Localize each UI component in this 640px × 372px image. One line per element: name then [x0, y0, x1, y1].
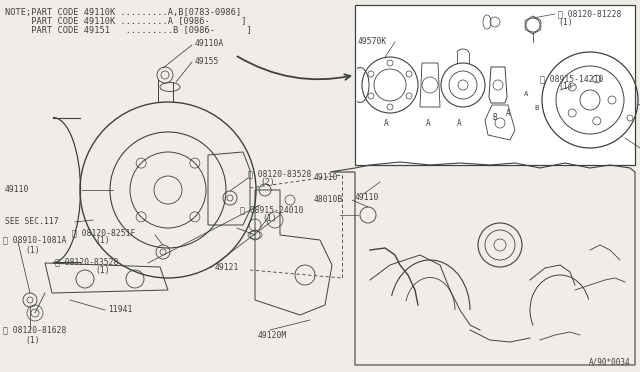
- Text: A/90*0034: A/90*0034: [588, 357, 630, 366]
- Text: 49570K: 49570K: [358, 38, 387, 46]
- Text: B: B: [535, 105, 539, 111]
- Text: 49155: 49155: [195, 57, 220, 65]
- Text: 49110: 49110: [355, 193, 380, 202]
- Text: PART CODE 49110K .........A [0986-      ]: PART CODE 49110K .........A [0986- ]: [5, 16, 246, 26]
- Text: Ⓦ 08915-24010: Ⓦ 08915-24010: [240, 205, 303, 215]
- Text: (1): (1): [262, 214, 276, 222]
- FancyBboxPatch shape: [355, 5, 635, 165]
- Text: A: A: [426, 119, 430, 128]
- Text: A: A: [524, 91, 528, 97]
- Text: (1): (1): [25, 336, 40, 344]
- Text: A: A: [506, 109, 510, 118]
- Text: (1): (1): [558, 17, 573, 26]
- Text: (1): (1): [25, 246, 40, 254]
- Text: 49120M: 49120M: [258, 330, 287, 340]
- Text: 48010B: 48010B: [314, 195, 343, 203]
- Text: (1): (1): [558, 83, 573, 92]
- Text: 11941: 11941: [108, 305, 132, 314]
- Text: 49110A: 49110A: [195, 38, 224, 48]
- Text: NOTE;PART CODE 49110K .........A,B[0783-0986]: NOTE;PART CODE 49110K .........A,B[0783-…: [5, 7, 241, 16]
- Text: SEE SEC.117: SEE SEC.117: [5, 217, 59, 225]
- Text: Ⓝ 08910-1081A: Ⓝ 08910-1081A: [3, 235, 67, 244]
- Text: Ⓑ 08120-81228: Ⓑ 08120-81228: [558, 10, 621, 19]
- Text: PART CODE 49151   .........B [0986-      ]: PART CODE 49151 .........B [0986- ]: [5, 26, 252, 35]
- Text: (2): (2): [260, 177, 275, 186]
- Text: B: B: [493, 112, 497, 122]
- Text: 49121: 49121: [215, 263, 239, 272]
- Text: A: A: [384, 119, 388, 128]
- Text: Ⓦ 08915-14210: Ⓦ 08915-14210: [540, 74, 604, 83]
- Text: 49110: 49110: [314, 173, 339, 183]
- Text: Ⓑ 08120-83528: Ⓑ 08120-83528: [55, 257, 118, 266]
- Text: A: A: [457, 119, 461, 128]
- Text: Ⓑ 08120-83528: Ⓑ 08120-83528: [248, 170, 312, 179]
- Text: Ⓑ 08120-81628: Ⓑ 08120-81628: [3, 326, 67, 334]
- Text: 49110: 49110: [5, 185, 29, 193]
- Text: (1): (1): [95, 266, 109, 276]
- Text: Ⓑ 08120-8251F: Ⓑ 08120-8251F: [72, 228, 136, 237]
- Text: (1): (1): [95, 237, 109, 246]
